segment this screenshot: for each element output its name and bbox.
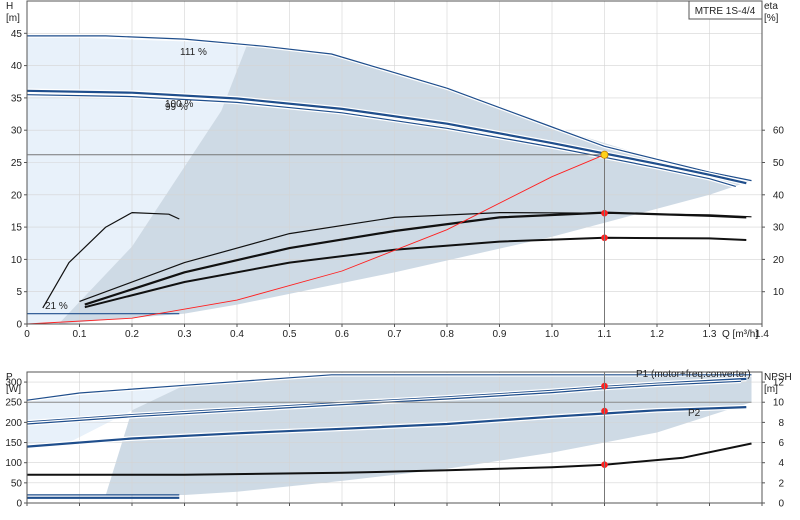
y-tick-label: 50 bbox=[11, 478, 23, 489]
operating-range-shade bbox=[58, 43, 752, 325]
operating-range-shade-light bbox=[27, 35, 248, 324]
series-line bbox=[84, 211, 747, 306]
y-tick-label: 25 bbox=[11, 158, 23, 169]
power-npsh-chart: 0 50 100 150 200 250 300 0 2 4 6 8 10 12 P[W] NPSH[m] P1… bbox=[5, 369, 791, 510]
y-tick-label: 250 bbox=[5, 398, 22, 409]
y-right-tick-label: 12 bbox=[773, 378, 785, 389]
y-right-tick-label: 4 bbox=[778, 458, 784, 469]
x-tick-label: 0.9 bbox=[493, 329, 507, 340]
x-tick-label: 1.0 bbox=[545, 329, 559, 340]
y-right-tick-label: 6 bbox=[778, 438, 784, 449]
x-tick-label: 0.1 bbox=[73, 329, 87, 340]
y-right-axis-label: [%] bbox=[764, 13, 779, 24]
y-right-tick-label: 20 bbox=[773, 255, 785, 266]
y-tick-label: 40 bbox=[11, 61, 23, 72]
y-tick-label: 100 bbox=[5, 458, 22, 469]
series-line bbox=[26, 380, 742, 425]
y-right-tick-label: 2 bbox=[778, 478, 784, 489]
curve-annotation: 111 % bbox=[180, 47, 207, 58]
operating-range-shade bbox=[105, 374, 752, 495]
x-axis-label: Q [m³/h] bbox=[722, 329, 758, 340]
y-right-tick-label: 0 bbox=[778, 499, 784, 510]
curve-annotation: 21 % bbox=[45, 301, 68, 312]
series-line bbox=[26, 406, 747, 448]
y-tick-label: 35 bbox=[11, 93, 23, 104]
x-tick-label: 0.8 bbox=[440, 329, 454, 340]
y-tick-label: 200 bbox=[5, 418, 22, 429]
x-tick-label: 0.2 bbox=[125, 329, 139, 340]
y-right-axis-label: [m] bbox=[764, 384, 778, 395]
curve-annotation: 100 % bbox=[165, 99, 193, 110]
x-tick-label: 1.4 bbox=[755, 329, 769, 340]
x-tick-label: 1.1 bbox=[598, 329, 612, 340]
y-tick-label: 150 bbox=[5, 438, 22, 449]
series-line bbox=[27, 442, 752, 476]
curve-annotation: 99 % bbox=[165, 102, 188, 113]
y-right-tick-label: 40 bbox=[773, 190, 785, 201]
y-right-tick-label: 30 bbox=[773, 223, 785, 234]
y-tick-label: 15 bbox=[11, 223, 23, 234]
y-tick-label: 300 bbox=[5, 378, 22, 389]
y-axis-label: P bbox=[6, 372, 13, 383]
y-axis-label: H bbox=[6, 1, 13, 12]
series-line bbox=[26, 89, 747, 185]
y-tick-label: 5 bbox=[16, 287, 22, 298]
model-title-box: MTRE 1S-4/4 bbox=[688, 0, 763, 20]
x-tick-label: 0.7 bbox=[388, 329, 402, 340]
y-right-axis-label: NPSH bbox=[764, 372, 792, 383]
model-title: MTRE 1S-4/4 bbox=[695, 6, 756, 17]
y-tick-label: 20 bbox=[11, 190, 23, 201]
series-line bbox=[84, 236, 747, 309]
x-tick-label: 0.3 bbox=[178, 329, 192, 340]
series-line bbox=[42, 212, 180, 309]
x-tick-label: 0.4 bbox=[230, 329, 244, 340]
series-line bbox=[26, 154, 605, 325]
y-tick-label: 45 bbox=[11, 29, 23, 40]
y-right-tick-label: 8 bbox=[778, 418, 784, 429]
x-tick-label: 0 bbox=[24, 329, 30, 340]
x-tick-label: 1.2 bbox=[650, 329, 664, 340]
series-line bbox=[26, 94, 736, 187]
curve-annotation: P1 (motor+freq.converter) bbox=[636, 369, 751, 380]
curve-annotation: P2 bbox=[688, 408, 701, 419]
series-line bbox=[27, 35, 752, 182]
y-right-tick-label: 50 bbox=[773, 158, 785, 169]
y-tick-label: 10 bbox=[11, 255, 23, 266]
y-axis-label: [m] bbox=[6, 13, 20, 24]
head-efficiency-chart: 0 5 10 15 20 25 30 35 40 45 10 20 30 40 50 60 H[m] eta[%]… bbox=[6, 0, 785, 340]
x-tick-label: 0.5 bbox=[283, 329, 297, 340]
x-tick-label: 1.3 bbox=[703, 329, 717, 340]
y-tick-label: 0 bbox=[16, 320, 22, 331]
y-right-tick-label: 10 bbox=[773, 398, 785, 409]
y-right-axis-label: eta bbox=[764, 1, 778, 12]
x-tick-label: 0.6 bbox=[335, 329, 349, 340]
y-tick-label: 0 bbox=[16, 499, 22, 510]
y-axis-label: [W] bbox=[6, 384, 21, 395]
y-right-tick-label: 60 bbox=[773, 126, 785, 137]
y-right-tick-label: 10 bbox=[773, 287, 785, 298]
duty-point-marker bbox=[600, 150, 609, 159]
y-tick-label: 30 bbox=[11, 126, 23, 137]
